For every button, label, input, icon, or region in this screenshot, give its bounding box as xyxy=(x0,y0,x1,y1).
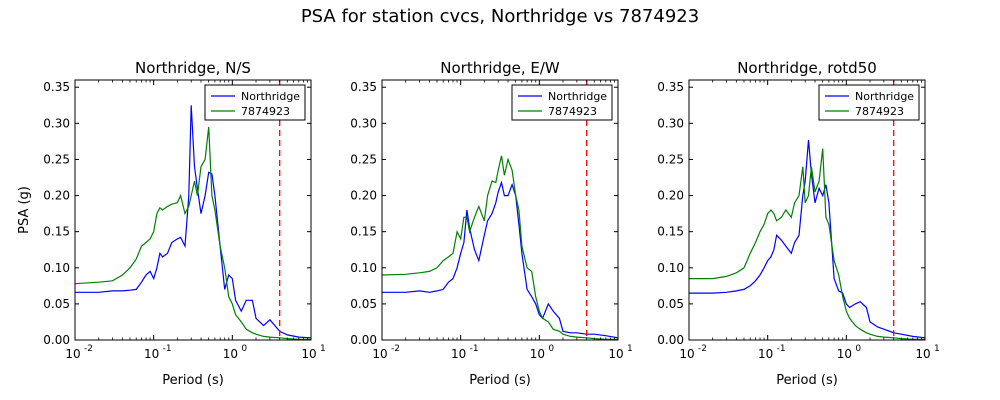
legend-label: 7874923 xyxy=(855,105,904,118)
x-tick-label: 10 xyxy=(608,347,623,361)
y-tick-label: 0.10 xyxy=(43,261,70,275)
x-tick-label: 10 xyxy=(679,347,694,361)
y-tick-label: 0.20 xyxy=(350,189,377,203)
x-tick-exponent: -2 xyxy=(84,344,93,354)
y-tick-label: 0.25 xyxy=(43,152,70,166)
x-tick-exponent: 1 xyxy=(627,344,633,354)
y-tick-label: 0.30 xyxy=(350,116,377,130)
x-tick-label: 10 xyxy=(223,347,238,361)
y-tick-label: 0.25 xyxy=(350,152,377,166)
legend-box xyxy=(511,84,613,121)
x-tick-exponent: -2 xyxy=(391,344,400,354)
y-tick-label: 0.30 xyxy=(657,116,684,130)
y-tick-label: 0.10 xyxy=(350,261,377,275)
series-line-northridge xyxy=(382,180,618,339)
panel-title: Northridge, N/S xyxy=(135,59,251,77)
plot-frame xyxy=(381,79,619,341)
series-line-simulation xyxy=(382,155,618,340)
x-tick-exponent: 1 xyxy=(320,344,326,354)
y-tick-label: 0.30 xyxy=(43,116,70,130)
x-tick-label: 10 xyxy=(837,347,852,361)
y-tick-label: 0.35 xyxy=(43,80,70,94)
y-axis-label: PSA (g) xyxy=(17,186,32,234)
x-tick-label: 10 xyxy=(758,347,773,361)
y-tick-label: 0.05 xyxy=(43,297,70,311)
legend-box xyxy=(204,84,306,121)
y-tick-label: 0.15 xyxy=(657,225,684,239)
legend-label: 7874923 xyxy=(241,105,290,118)
legend-box xyxy=(818,84,920,121)
x-axis-label: Period (s) xyxy=(469,373,531,388)
panel-title: Northridge, rotd50 xyxy=(737,59,877,77)
y-tick-label: 0.00 xyxy=(350,333,377,347)
panel-title: Northridge, E/W xyxy=(440,59,560,77)
y-tick-label: 0.35 xyxy=(657,80,684,94)
x-tick-label: 10 xyxy=(65,347,80,361)
x-tick-label: 10 xyxy=(530,347,545,361)
y-tick-label: 0.05 xyxy=(350,297,377,311)
x-tick-label: 10 xyxy=(915,347,930,361)
legend-label: Northridge xyxy=(241,90,300,103)
y-tick-label: 0.15 xyxy=(350,225,377,239)
y-tick-label: 0.00 xyxy=(43,333,70,347)
x-tick-label: 10 xyxy=(144,347,159,361)
plot-frame xyxy=(74,79,312,341)
series-line-simulation xyxy=(689,148,925,340)
figure-title: PSA for station cvcs, Northridge vs 7874… xyxy=(301,6,699,27)
x-axis-label: Period (s) xyxy=(776,373,838,388)
x-tick-exponent: -1 xyxy=(777,344,786,354)
series-line-simulation xyxy=(75,126,311,340)
legend-label: Northridge xyxy=(855,90,914,103)
y-tick-label: 0.20 xyxy=(43,189,70,203)
x-tick-exponent: -2 xyxy=(698,344,707,354)
x-tick-label: 10 xyxy=(451,347,466,361)
x-tick-label: 10 xyxy=(301,347,316,361)
y-tick-label: 0.10 xyxy=(657,261,684,275)
y-tick-label: 0.20 xyxy=(657,189,684,203)
series-line-northridge xyxy=(75,105,311,339)
x-tick-exponent: 1 xyxy=(934,344,940,354)
x-tick-exponent: 0 xyxy=(548,344,554,354)
y-tick-label: 0.15 xyxy=(43,225,70,239)
plot-frame xyxy=(688,79,926,341)
y-tick-label: 0.35 xyxy=(350,80,377,94)
y-tick-label: 0.05 xyxy=(657,297,684,311)
y-tick-label: 0.25 xyxy=(657,152,684,166)
x-tick-exponent: 0 xyxy=(241,344,247,354)
x-tick-exponent: -1 xyxy=(470,344,479,354)
legend-label: 7874923 xyxy=(548,105,597,118)
x-axis-label: Period (s) xyxy=(162,373,224,388)
x-tick-exponent: -1 xyxy=(163,344,172,354)
x-tick-exponent: 0 xyxy=(855,344,861,354)
y-tick-label: 0.00 xyxy=(657,333,684,347)
series-line-northridge xyxy=(689,139,925,339)
x-tick-label: 10 xyxy=(372,347,387,361)
legend-label: Northridge xyxy=(548,90,607,103)
